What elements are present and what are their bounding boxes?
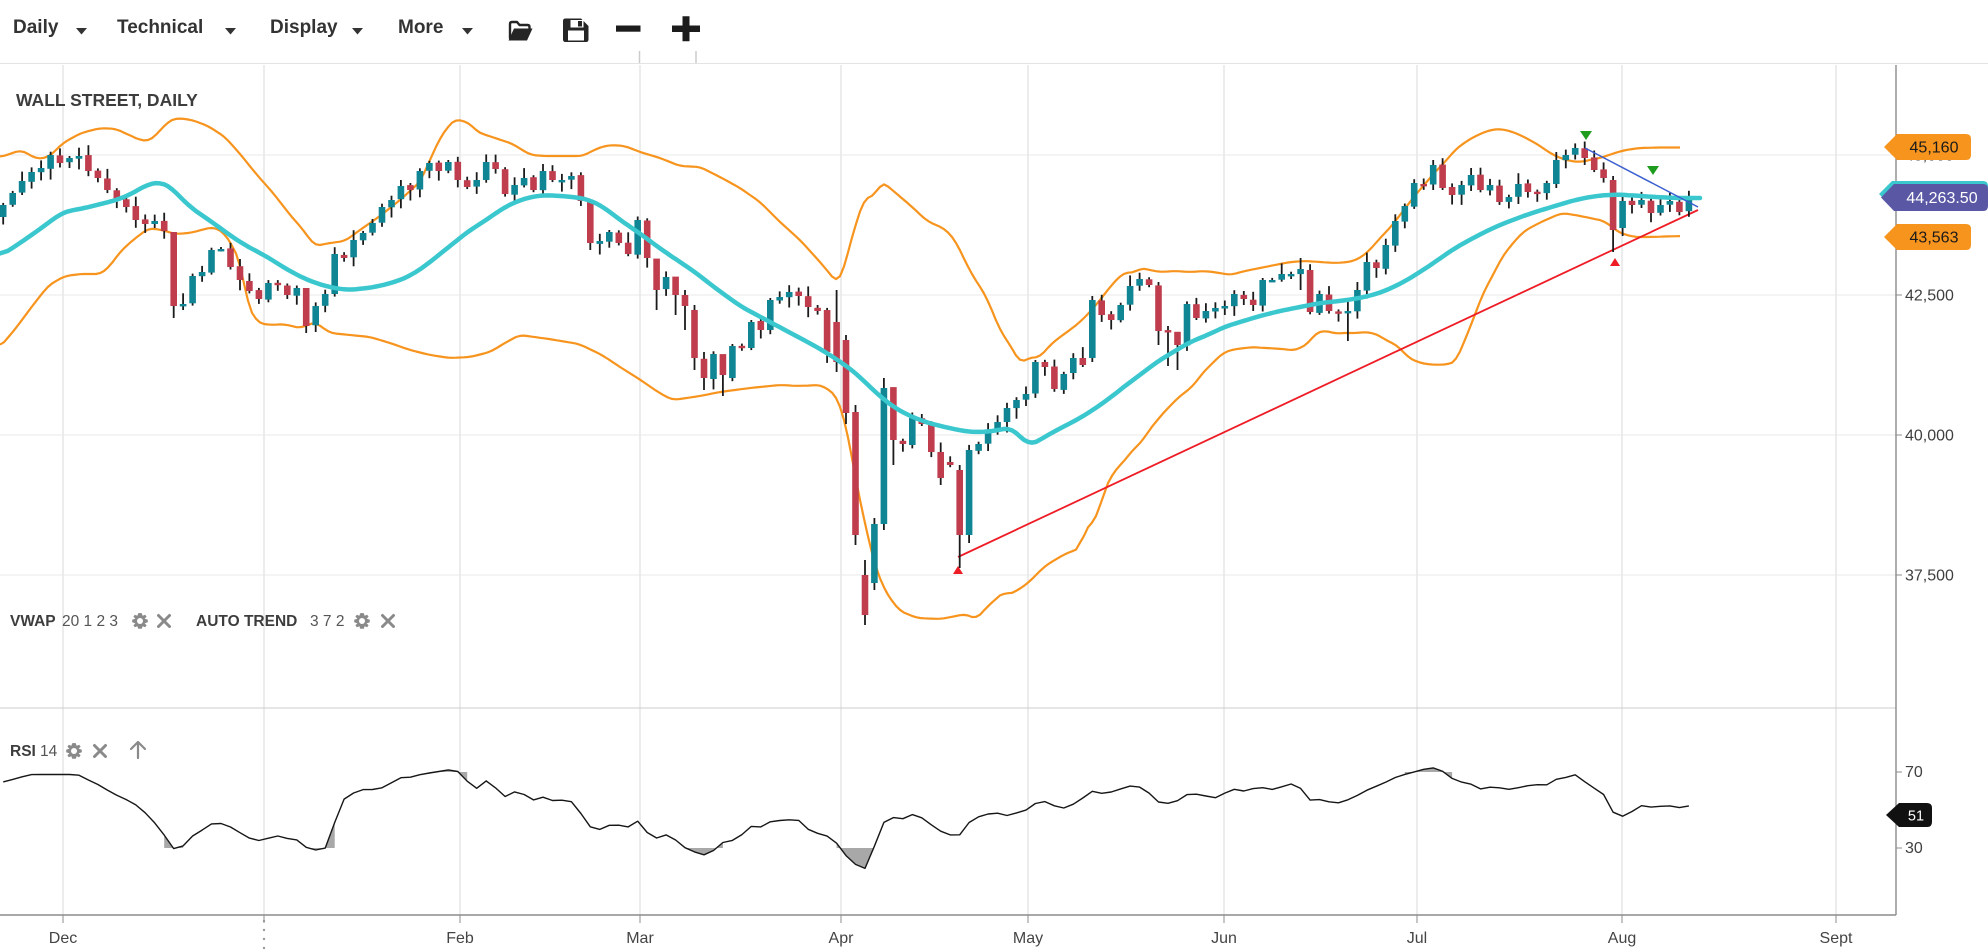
svg-text:37,500: 37,500 [1905,568,1954,585]
svg-text:Mar: Mar [626,930,654,947]
svg-text:Aug: Aug [1608,930,1636,947]
svg-text:May: May [1013,930,1043,947]
svg-text:45,160: 45,160 [1910,140,1959,157]
svg-text:30: 30 [1905,840,1923,857]
svg-text:44,263.50: 44,263.50 [1906,190,1977,207]
svg-text:AUTO TREND: AUTO TREND [196,613,297,630]
svg-text:Jun: Jun [1211,930,1237,947]
svg-text:70: 70 [1905,764,1923,781]
svg-text:Sept: Sept [1820,930,1853,947]
svg-text:VWAP: VWAP [10,613,56,630]
svg-text:Dec: Dec [49,930,77,947]
svg-text:42,500: 42,500 [1905,288,1954,305]
svg-text:Jul: Jul [1407,930,1427,947]
svg-text:51: 51 [1908,809,1924,825]
svg-text:RSI: RSI [10,743,36,760]
svg-text:40,000: 40,000 [1905,428,1954,445]
svg-text:Apr: Apr [829,930,855,947]
svg-text:14: 14 [40,743,58,760]
svg-text:WALL STREET, DAILY: WALL STREET, DAILY [16,90,198,110]
svg-text:Feb: Feb [446,930,474,947]
svg-text:20 1 2 3: 20 1 2 3 [62,613,118,630]
svg-text:3 7 2: 3 7 2 [310,613,344,630]
svg-text:43,563: 43,563 [1910,230,1959,247]
